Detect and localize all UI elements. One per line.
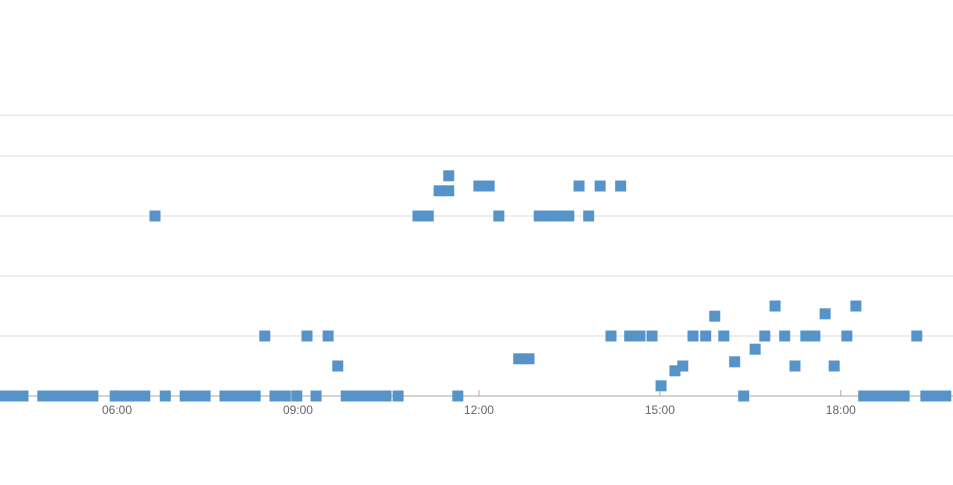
point xyxy=(543,210,555,222)
point xyxy=(452,390,464,402)
point xyxy=(573,180,585,192)
point xyxy=(850,300,862,312)
point xyxy=(819,308,831,320)
point xyxy=(759,330,771,342)
point xyxy=(583,210,595,222)
x-tick-label: 09:00 xyxy=(283,403,313,417)
point xyxy=(67,390,79,402)
point xyxy=(269,390,281,402)
point xyxy=(249,390,261,402)
point xyxy=(422,210,434,222)
point xyxy=(259,330,271,342)
point xyxy=(749,343,761,355)
point xyxy=(858,390,870,402)
point xyxy=(533,210,545,222)
point xyxy=(159,390,171,402)
point xyxy=(624,330,636,342)
point xyxy=(129,390,141,402)
point xyxy=(340,390,352,402)
point xyxy=(443,170,455,182)
point xyxy=(392,390,404,402)
point xyxy=(634,330,646,342)
point xyxy=(789,360,801,372)
point xyxy=(513,353,525,365)
point xyxy=(594,180,606,192)
point xyxy=(380,390,392,402)
point xyxy=(523,353,535,365)
point xyxy=(301,330,313,342)
point xyxy=(769,300,781,312)
point xyxy=(718,330,730,342)
point xyxy=(605,330,617,342)
point xyxy=(473,180,485,192)
point xyxy=(37,390,49,402)
point xyxy=(17,390,29,402)
point xyxy=(360,390,372,402)
point xyxy=(87,390,99,402)
point xyxy=(433,185,445,197)
point xyxy=(553,210,565,222)
point xyxy=(370,390,382,402)
point xyxy=(189,390,201,402)
point xyxy=(940,390,952,402)
point xyxy=(709,310,721,322)
point xyxy=(878,390,890,402)
point xyxy=(0,390,9,402)
point xyxy=(809,330,821,342)
point xyxy=(920,390,932,402)
point xyxy=(199,390,211,402)
point xyxy=(322,330,334,342)
point xyxy=(229,390,241,402)
point xyxy=(149,210,161,222)
point xyxy=(677,360,689,372)
point xyxy=(57,390,69,402)
point xyxy=(729,356,741,368)
point xyxy=(350,390,362,402)
x-tick-label: 06:00 xyxy=(102,403,132,417)
x-tick-label: 18:00 xyxy=(826,403,856,417)
point xyxy=(179,390,191,402)
point xyxy=(279,390,291,402)
point xyxy=(669,365,681,377)
point xyxy=(615,180,627,192)
point xyxy=(109,390,121,402)
x-tick-label: 15:00 xyxy=(645,403,675,417)
point xyxy=(239,390,251,402)
point xyxy=(443,185,455,197)
point xyxy=(7,390,19,402)
point xyxy=(738,390,750,402)
point xyxy=(493,210,505,222)
point xyxy=(332,360,344,372)
point xyxy=(412,210,424,222)
point xyxy=(898,390,910,402)
point xyxy=(800,330,812,342)
point xyxy=(139,390,151,402)
point xyxy=(655,380,667,392)
point xyxy=(930,390,942,402)
point xyxy=(687,330,699,342)
point xyxy=(888,390,900,402)
point xyxy=(47,390,59,402)
point xyxy=(841,330,853,342)
point xyxy=(563,210,575,222)
point xyxy=(911,330,923,342)
point xyxy=(868,390,880,402)
point xyxy=(828,360,840,372)
point xyxy=(779,330,791,342)
point xyxy=(483,180,495,192)
point xyxy=(119,390,131,402)
point xyxy=(77,390,89,402)
x-tick-label: 12:00 xyxy=(464,403,494,417)
point xyxy=(310,390,322,402)
point xyxy=(219,390,231,402)
point xyxy=(646,330,658,342)
point xyxy=(700,330,712,342)
point xyxy=(291,390,303,402)
